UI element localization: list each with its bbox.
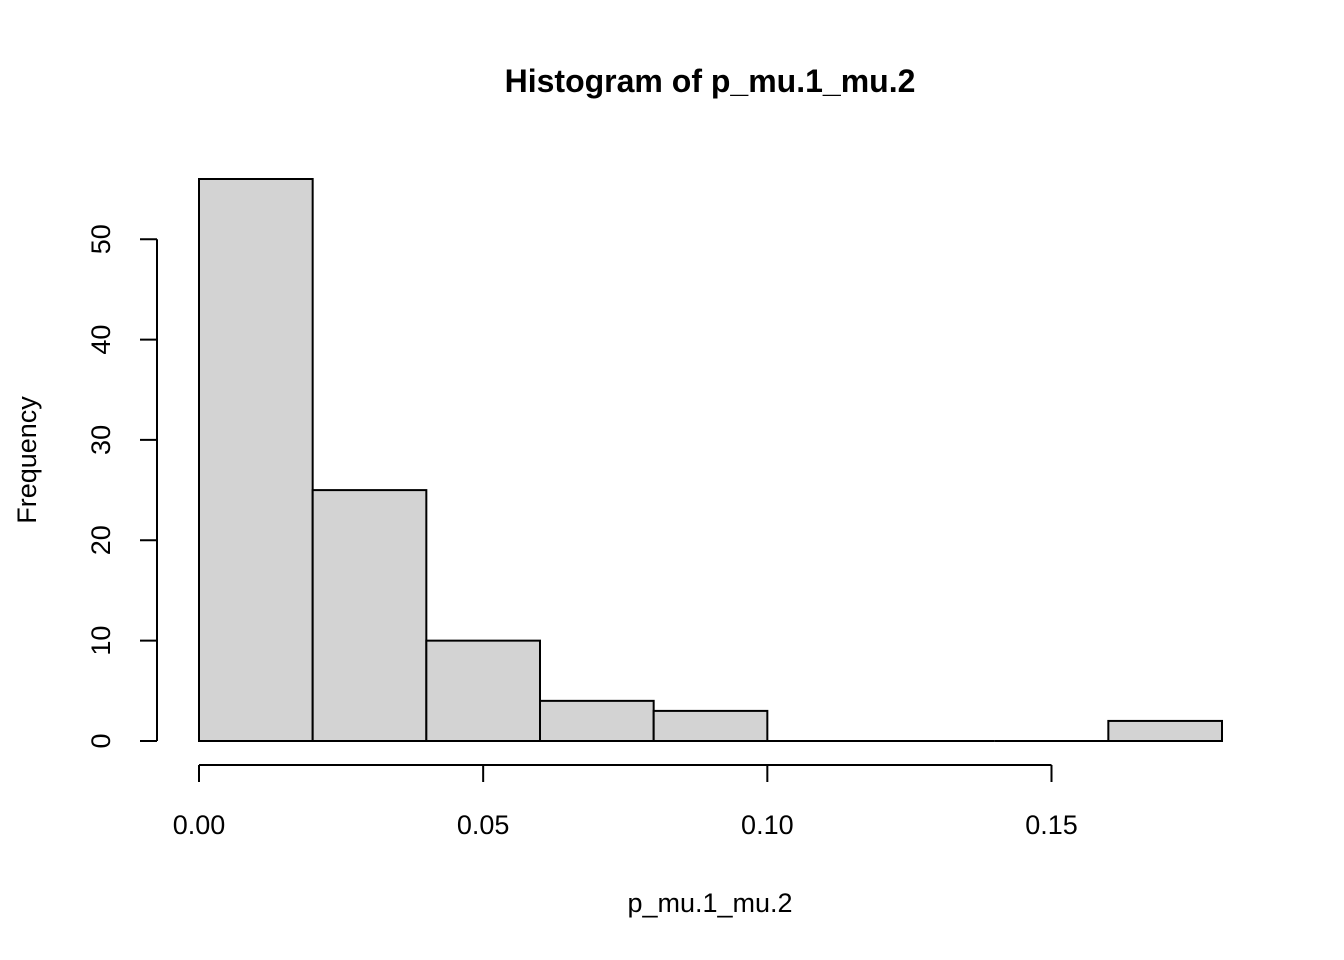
chart-title: Histogram of p_mu.1_mu.2: [505, 63, 916, 99]
histogram-bar: [652, 709, 769, 743]
x-tick-label: 0.00: [173, 810, 226, 840]
x-tick-label: 0.05: [457, 810, 510, 840]
histogram-bar: [1107, 719, 1224, 743]
y-tick-label: 10: [86, 626, 116, 656]
histogram-bar: [425, 639, 542, 743]
x-tick-label: 0.15: [1025, 810, 1078, 840]
y-tick-label: 50: [86, 224, 116, 254]
y-tick-label: 30: [86, 425, 116, 455]
y-tick-label: 20: [86, 525, 116, 555]
x-axis: 0.00 0.05 0.10 0.15: [173, 764, 1078, 840]
histogram-bar: [539, 699, 655, 742]
bars-group: [198, 178, 1224, 743]
x-tick-label: 0.10: [741, 810, 794, 840]
x-axis-label: p_mu.1_mu.2: [627, 888, 792, 918]
histogram-bar: [311, 489, 428, 742]
y-axis: 0 10 20 30 40 50: [86, 224, 158, 749]
histogram-bar: [198, 178, 314, 742]
y-tick-label: 40: [86, 325, 116, 355]
y-tick-label: 0: [86, 733, 116, 748]
y-axis-label: Frequency: [12, 396, 42, 524]
